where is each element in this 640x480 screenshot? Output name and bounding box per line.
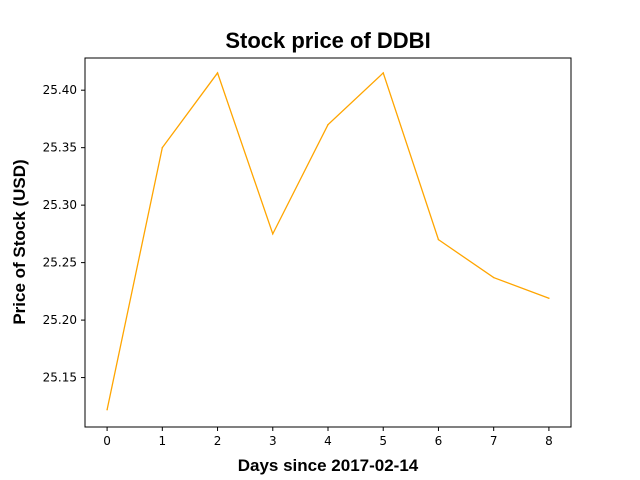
y-tick-label: 25.20 [43,313,77,327]
series-layer [106,71,550,411]
x-tick-label: 2 [214,434,222,448]
plot-area: 0 1 2 3 4 5 6 7 8 25.15 25.20 25.25 25.30 25.35 25.40 [43,57,572,448]
y-axis-ticks: 25.15 25.20 25.25 25.30 25.35 25.40 [43,83,85,385]
x-tick-label: 3 [269,434,277,448]
data-point [437,238,440,241]
y-axis-label: Price of Stock (USD) [10,159,29,324]
data-point [382,72,384,74]
x-axis-label: Days since 2017-02-14 [238,456,419,475]
data-point [492,276,495,279]
data-point [161,146,164,149]
data-point [272,233,274,235]
y-tick-label: 25.25 [43,256,77,270]
y-tick-label: 25.15 [43,371,77,385]
x-tick-label: 0 [103,434,111,448]
y-tick-label: 25.30 [43,198,77,212]
x-axis-ticks: 0 1 2 3 4 5 6 7 8 [103,427,553,448]
x-tick-label: 1 [158,434,166,448]
x-tick-label: 4 [324,434,332,448]
y-tick-label: 25.35 [43,141,77,155]
y-tick-label: 25.40 [43,83,77,97]
data-point [106,409,108,411]
x-tick-label: 8 [545,434,553,448]
chart-title: Stock price of DDBI [225,28,430,53]
x-tick-label: 7 [490,434,498,448]
x-tick-label: 5 [379,434,387,448]
data-point [327,123,329,126]
data-point [216,72,219,74]
x-tick-label: 6 [435,434,443,448]
data-point [548,297,550,299]
